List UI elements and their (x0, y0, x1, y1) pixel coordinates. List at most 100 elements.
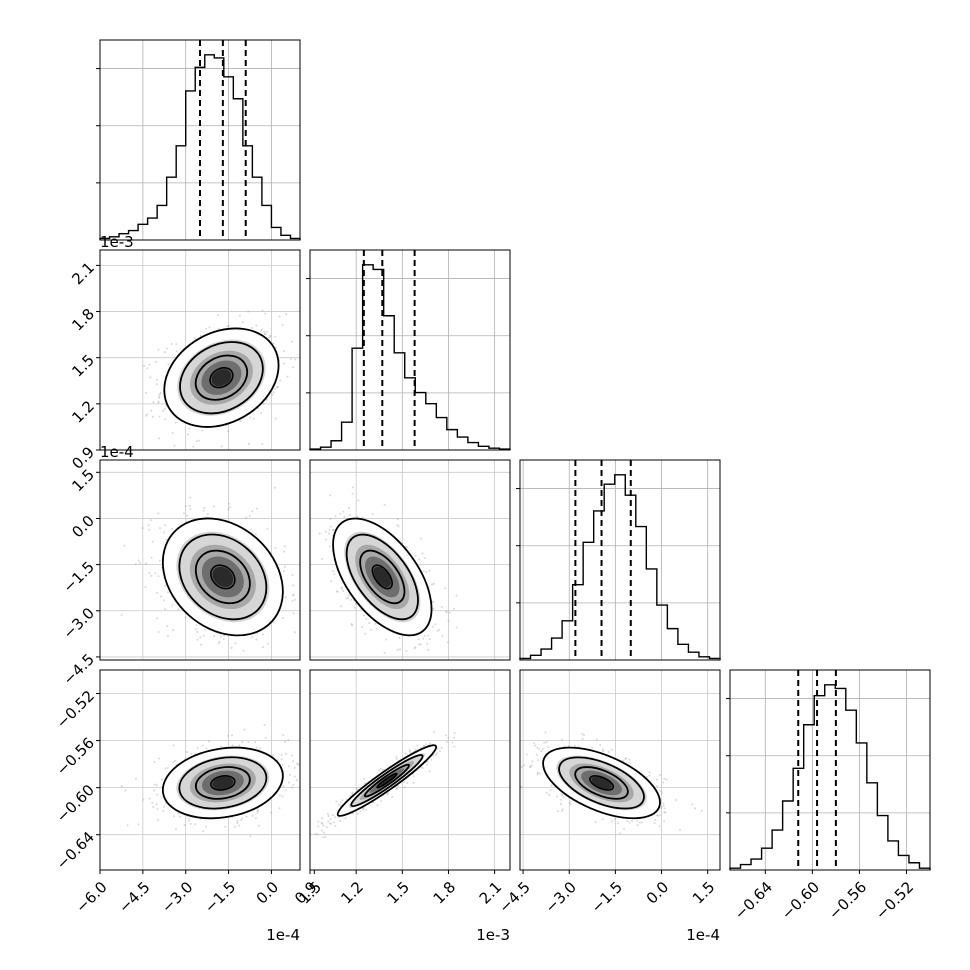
scatter-point (157, 819, 160, 822)
scatter-point (204, 628, 207, 631)
contour-line (179, 341, 264, 415)
scatter-point (350, 598, 353, 601)
scatter-point (432, 601, 435, 604)
scatter-point (660, 807, 663, 810)
scatter-point (162, 599, 165, 602)
y-tick-label: 1.2 (68, 397, 98, 427)
scatter-point (663, 811, 666, 814)
scatter-point (660, 806, 662, 808)
scatter-point (431, 625, 434, 628)
scatter-point (326, 826, 328, 828)
scatter-point (453, 607, 455, 610)
scatter-point (662, 781, 665, 784)
scatter-point (217, 327, 220, 330)
scatter-point (428, 569, 431, 572)
scatter-point (213, 505, 216, 508)
scatter-point (148, 528, 151, 531)
scatter-point (455, 626, 458, 629)
scatter-point (329, 517, 332, 520)
scatter-point (282, 785, 285, 788)
scatter-point (531, 760, 534, 763)
scatter-point (351, 624, 354, 627)
x-tick-label: 0.0 (643, 878, 673, 908)
scatter-point (120, 785, 123, 788)
scatter-point (269, 334, 272, 337)
scatter-point (183, 512, 185, 515)
scatter-point (145, 562, 147, 565)
scatter-point (260, 412, 263, 415)
x-tick-label: −1.5 (588, 878, 626, 916)
scatter-point (408, 750, 411, 753)
scatter-point (155, 383, 158, 386)
scatter-point (189, 496, 192, 499)
scatter-point (420, 766, 423, 769)
scatter-point (563, 745, 566, 748)
scatter-point (188, 505, 191, 507)
contour-line (210, 564, 236, 590)
scatter-point (143, 364, 146, 367)
scatter-point (601, 818, 604, 821)
scatter-point (525, 753, 528, 756)
scatter-point (405, 649, 408, 652)
scatter-point (294, 358, 297, 361)
scatter-point (333, 821, 335, 824)
scatter-point (341, 799, 344, 802)
scatter-point (245, 516, 248, 519)
scatter-point (254, 741, 257, 744)
scatter-point (648, 774, 651, 777)
scatter-point (453, 745, 456, 748)
scatter-point (281, 323, 284, 326)
scatter-point (247, 442, 250, 445)
scatter-point (368, 622, 371, 625)
scatter-point (236, 822, 239, 824)
scatter-point (594, 821, 597, 824)
scatter-point (322, 824, 325, 827)
scatter-point (189, 822, 192, 825)
scatter-point (656, 778, 658, 781)
scatter-point (351, 792, 354, 795)
scatter-point (283, 350, 286, 352)
scatter-point (272, 342, 275, 345)
scatter-point (227, 734, 230, 737)
scatter-point (152, 806, 155, 808)
scatter-point (157, 512, 160, 515)
scatter-point (362, 777, 365, 780)
scatter-point (557, 810, 560, 813)
scatter-point (430, 758, 433, 761)
contour-line (558, 756, 645, 810)
scatter-point (324, 530, 327, 533)
scatter-point (628, 758, 631, 761)
scatter-point (447, 619, 450, 622)
scatter-point (155, 361, 158, 363)
scatter-point (350, 623, 353, 625)
scatter-point (567, 745, 570, 748)
scatter-point (648, 771, 651, 774)
scatter-point (260, 330, 263, 332)
scatter-point (233, 825, 236, 828)
scatter-point (317, 820, 320, 823)
scatter-point (425, 743, 428, 746)
scatter-point (199, 334, 202, 337)
scatter-point (226, 325, 229, 328)
scatter-point (529, 765, 532, 768)
scatter-point (175, 350, 178, 353)
scatter-point (602, 750, 605, 753)
scatter-point (249, 416, 252, 419)
scatter-point (561, 808, 564, 811)
scatter-point (155, 803, 158, 806)
scatter-point (383, 503, 386, 506)
scatter-point (158, 396, 161, 399)
x-tick-label: −0.52 (872, 878, 917, 923)
scatter-point (150, 574, 153, 577)
scatter-point (155, 784, 158, 787)
scatter-point (440, 605, 443, 608)
scatter-point (203, 507, 206, 509)
x-tick-label: 1.2 (337, 878, 367, 908)
scatter-point (257, 809, 260, 812)
scatter-point (336, 590, 338, 593)
x-tick-label: 1.5 (689, 878, 719, 908)
scatter-point (337, 803, 340, 806)
scatter-point (378, 769, 381, 772)
scatter-point (156, 591, 159, 594)
